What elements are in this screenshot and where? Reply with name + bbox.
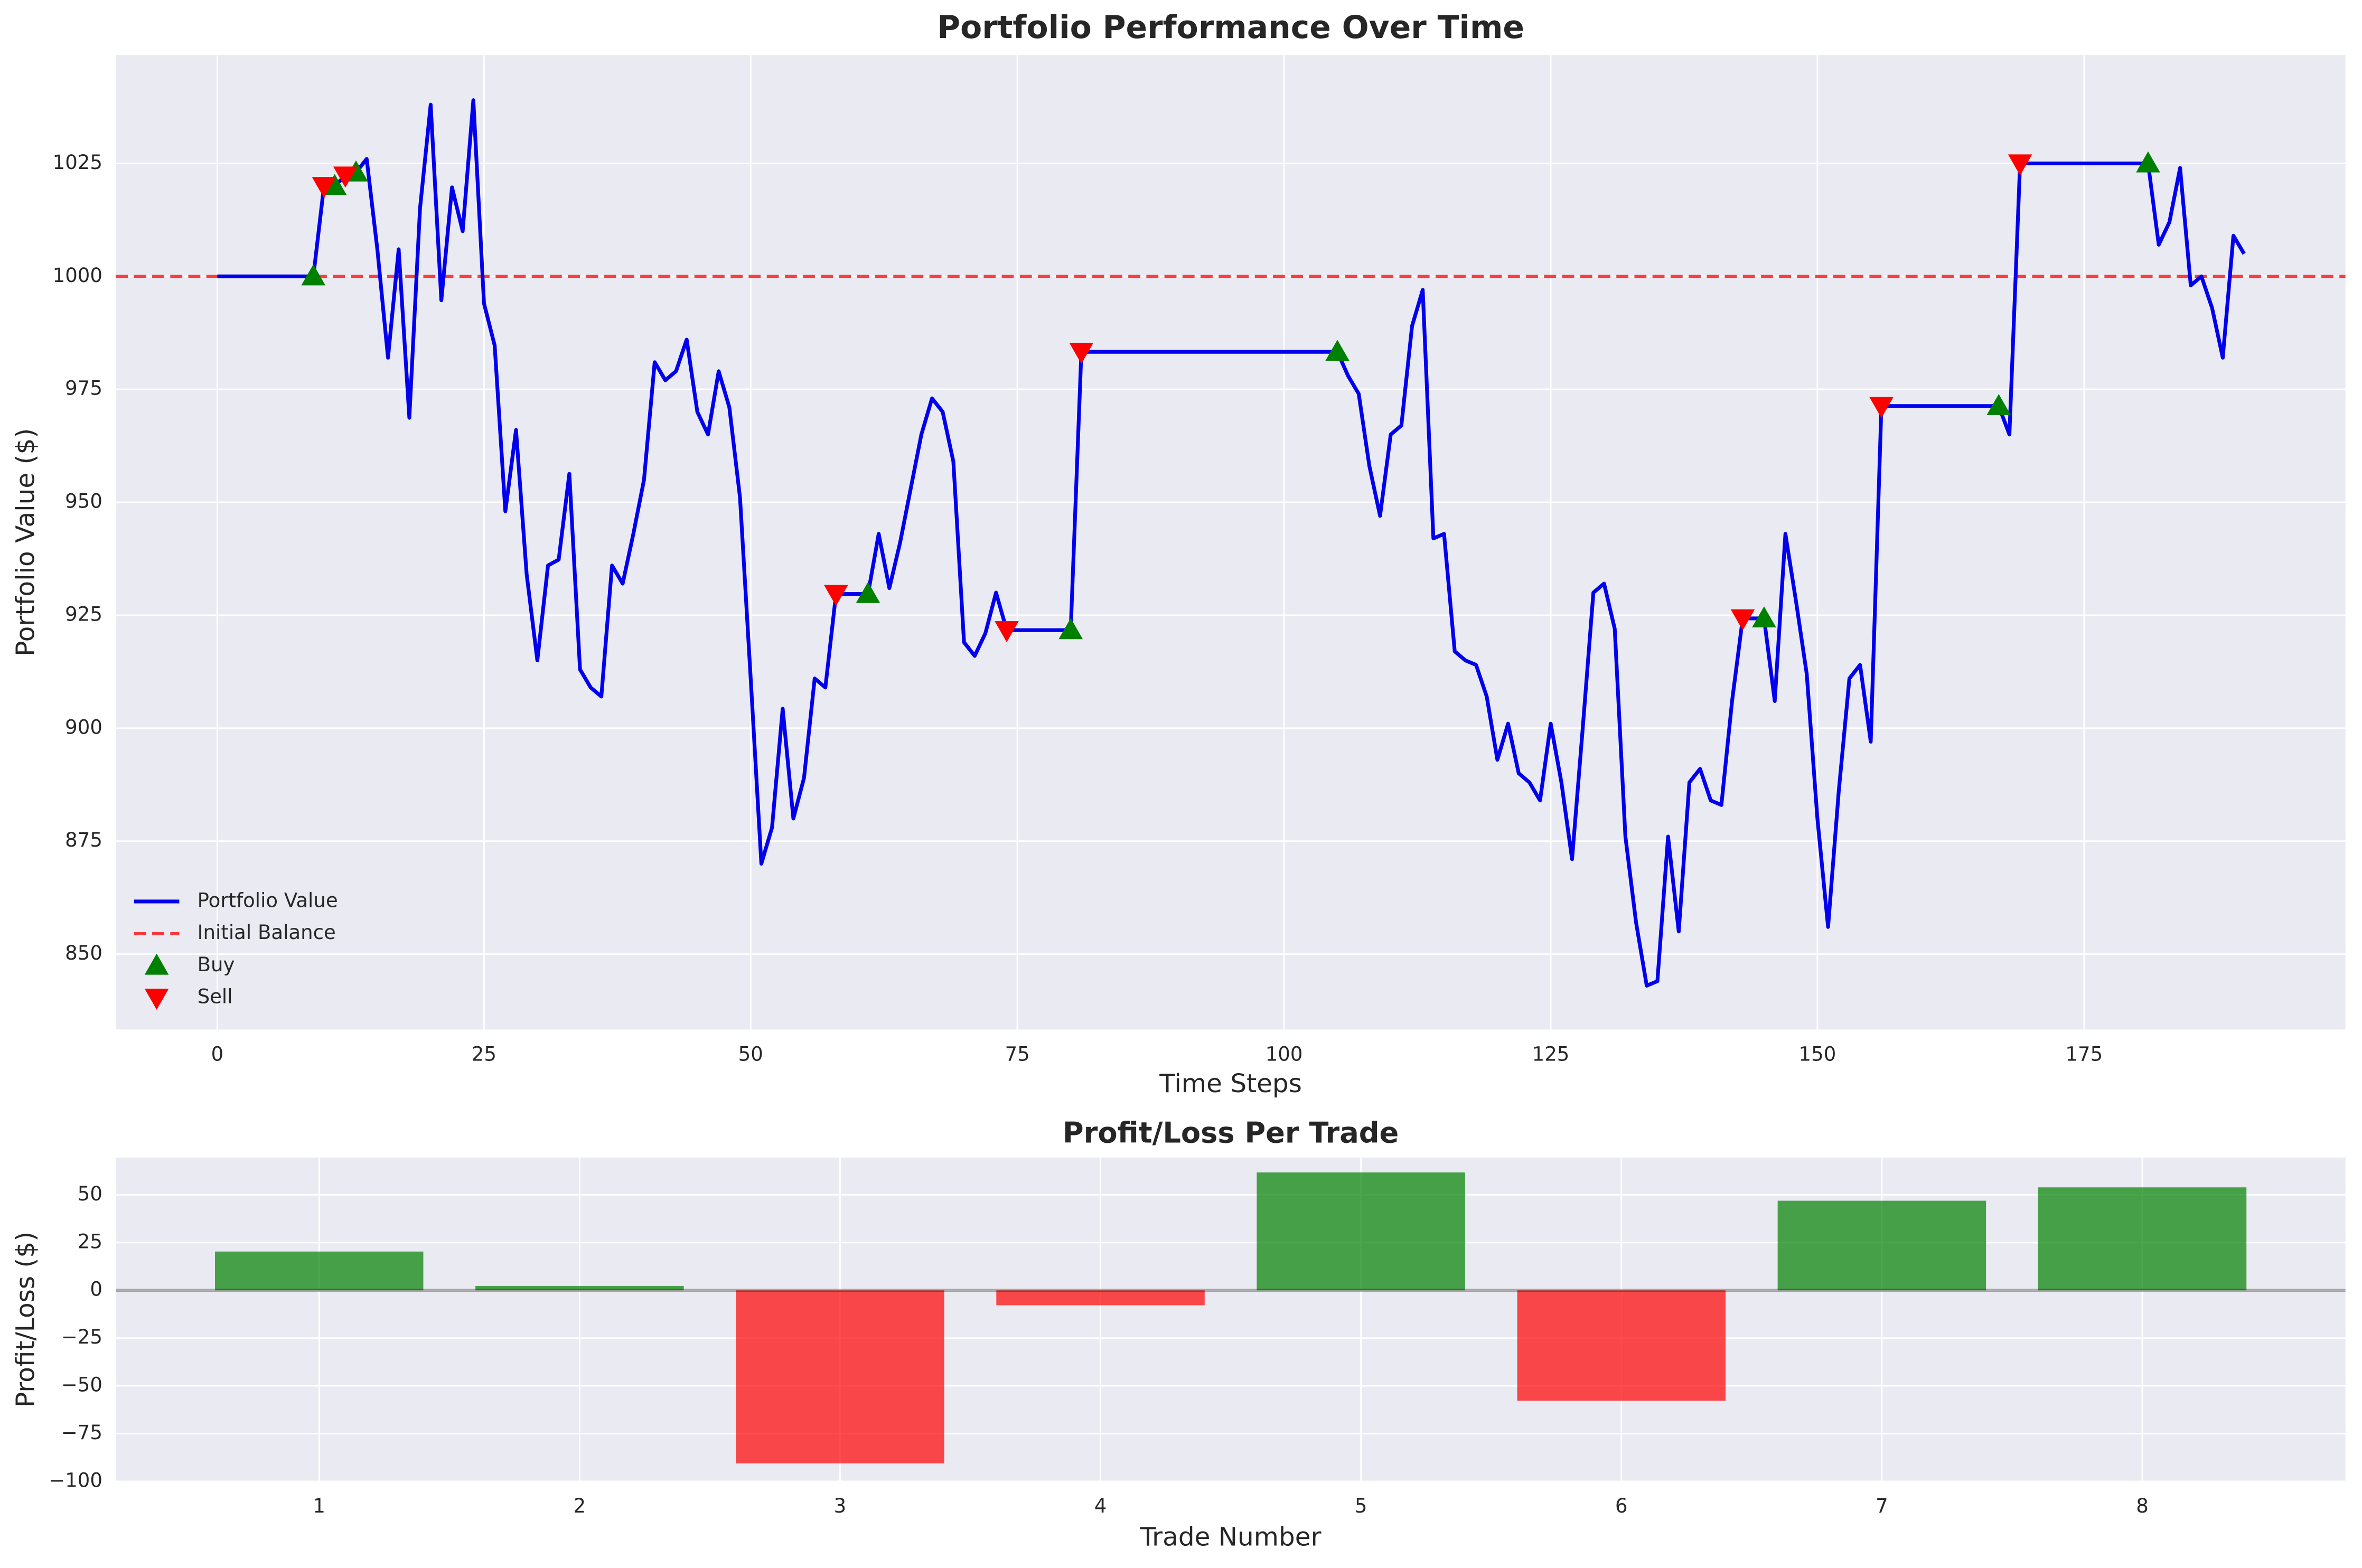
y-tick-label: 50 xyxy=(78,1182,102,1205)
x-tick-label: 125 xyxy=(1532,1043,1570,1065)
legend-label: Initial Balance xyxy=(198,921,336,944)
bar xyxy=(475,1285,684,1291)
trade-marker xyxy=(1058,618,1083,640)
x-tick-label: 150 xyxy=(1799,1043,1836,1065)
plot-area xyxy=(116,1157,2346,1481)
y-tick-label: 25 xyxy=(78,1230,102,1253)
y-tick-label: 0 xyxy=(90,1278,102,1301)
trade-marker xyxy=(301,264,326,286)
x-tick-label: 4 xyxy=(1094,1495,1107,1517)
legend-label: Buy xyxy=(198,953,235,976)
trade-marker xyxy=(2008,154,2032,176)
trade-marker xyxy=(1986,394,2011,415)
x-tick-label: 8 xyxy=(2136,1495,2149,1517)
x-tick-label: 0 xyxy=(211,1043,224,1065)
y-tick-label: 925 xyxy=(65,603,102,625)
trade-marker xyxy=(2136,151,2160,173)
trade-marker xyxy=(856,581,880,603)
y-tick-label: −50 xyxy=(61,1374,102,1396)
y-tick-label: 900 xyxy=(65,716,102,738)
x-tick-label: 5 xyxy=(1355,1495,1367,1517)
x-tick-label: 175 xyxy=(2065,1043,2103,1065)
bar xyxy=(736,1290,944,1463)
bar xyxy=(996,1290,1205,1306)
y-tick-label: 950 xyxy=(65,490,102,513)
y-tick-label: 975 xyxy=(65,377,102,400)
x-tick-label: 75 xyxy=(1005,1043,1030,1065)
bar xyxy=(1777,1200,1986,1291)
legend-swatch xyxy=(144,953,169,975)
y-tick-label: −75 xyxy=(61,1421,102,1444)
bar xyxy=(1517,1290,1726,1401)
trade-marker xyxy=(312,177,336,199)
x-tick-label: 6 xyxy=(1615,1495,1628,1517)
trade-marker xyxy=(824,585,848,606)
x-axis-label: Time Steps xyxy=(1159,1069,1302,1098)
x-tick-label: 2 xyxy=(574,1495,586,1517)
legend-label: Portfolio Value xyxy=(198,889,338,912)
y-axis-label: Portfolio Value ($) xyxy=(11,428,40,656)
x-tick-label: 3 xyxy=(834,1495,847,1517)
trade-marker xyxy=(1752,606,1776,628)
y-tick-label: 1000 xyxy=(53,264,102,287)
y-tick-label: −100 xyxy=(49,1469,102,1491)
y-tick-label: 1025 xyxy=(53,151,102,174)
x-tick-label: 1 xyxy=(313,1495,325,1517)
y-tick-label: −25 xyxy=(61,1326,102,1348)
trade-marker xyxy=(1730,609,1755,631)
chart-title: Profit/Loss Per Trade xyxy=(1063,1116,1399,1150)
trade-marker xyxy=(1325,340,1349,361)
chart-title: Portfolio Performance Over Time xyxy=(937,9,1524,46)
legend-swatch xyxy=(144,989,169,1010)
trade-marker xyxy=(1069,343,1094,364)
trade-marker xyxy=(1869,397,1894,418)
x-axis-label: Trade Number xyxy=(1140,1522,1321,1552)
x-tick-label: 7 xyxy=(1876,1495,1888,1517)
y-tick-label: 875 xyxy=(65,829,102,851)
x-tick-label: 50 xyxy=(738,1043,763,1065)
legend-label: Sell xyxy=(198,985,233,1008)
line-series xyxy=(217,98,2246,988)
plot-area xyxy=(116,55,2346,1030)
x-tick-label: 25 xyxy=(472,1043,496,1065)
bar xyxy=(2038,1187,2247,1291)
bar xyxy=(214,1251,424,1291)
trade-marker xyxy=(995,621,1019,642)
trade-marker xyxy=(333,166,358,188)
y-tick-label: 850 xyxy=(65,942,102,964)
x-tick-label: 100 xyxy=(1266,1043,1303,1065)
bar xyxy=(1257,1172,1465,1291)
y-axis-label: Profit/Loss ($) xyxy=(11,1232,40,1407)
